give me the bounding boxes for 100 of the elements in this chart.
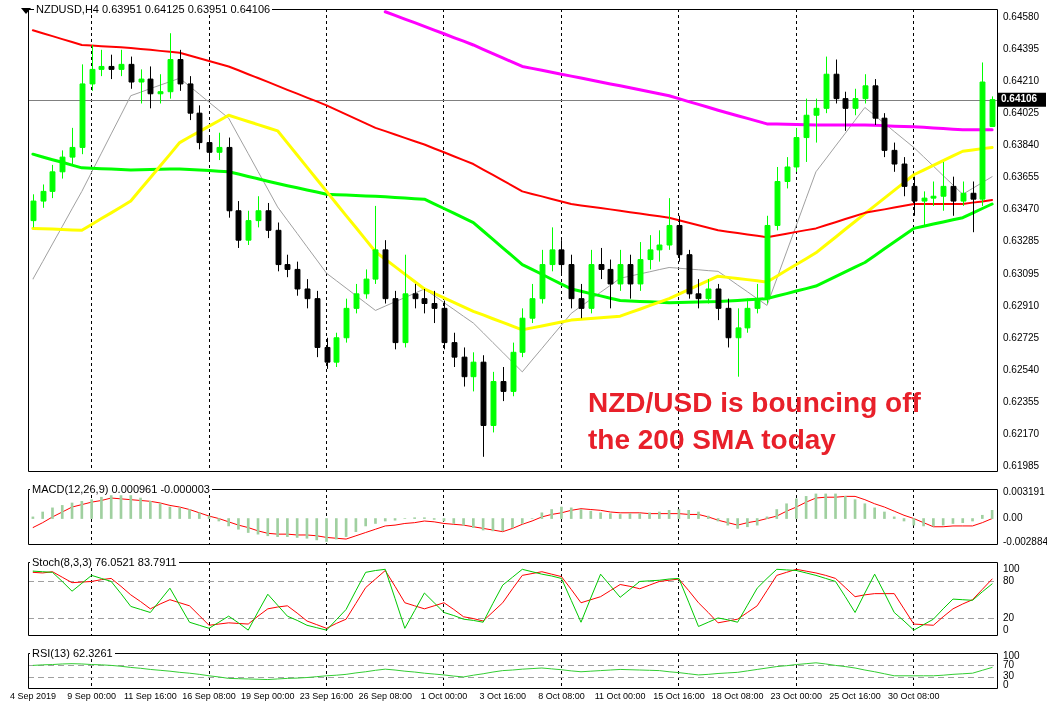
bar (824, 493, 828, 519)
y-tick-label: 0.61985 (1003, 460, 1040, 472)
annotation: NZD/USD is bouncing off the 200 SMA today (588, 386, 922, 457)
bar (599, 512, 602, 519)
bar (912, 518, 916, 526)
bar (501, 518, 505, 532)
bar (452, 518, 456, 524)
chart-title: NZDUSD,H4 0.63951 0.64125 0.63951 0.64106 (34, 3, 273, 15)
bar (785, 503, 788, 519)
bar (129, 495, 133, 519)
bar (550, 509, 553, 519)
y-tick-label: 0.62355 (1003, 396, 1040, 408)
bar (961, 518, 965, 523)
y-tick-label: 0.63655 (1003, 171, 1040, 183)
bar (980, 514, 984, 519)
bar (178, 507, 182, 519)
bar (706, 515, 710, 519)
bar (276, 518, 279, 537)
bar (393, 518, 397, 521)
bar (266, 518, 270, 537)
bar (315, 518, 319, 541)
bar (569, 507, 573, 519)
bar (892, 516, 896, 519)
bar (51, 507, 54, 519)
bar (736, 518, 739, 529)
x-tick-label: 15 Oct 16:00 (653, 691, 705, 702)
bar (873, 507, 876, 519)
y-tick-label: 80 (1003, 575, 1015, 587)
bar (237, 518, 240, 530)
bar (90, 499, 93, 519)
y-tick-label: 0.62725 (1003, 332, 1040, 344)
bar (609, 513, 612, 519)
bar (149, 500, 152, 519)
x-tick-label: 19 Sep 00:00 (241, 691, 295, 702)
y-tick-label: 0.63470 (1003, 203, 1040, 215)
bar (197, 512, 201, 519)
x-tick-label: 11 Oct 00:00 (594, 691, 646, 702)
x-tick-label: 18 Oct 08:00 (711, 691, 764, 702)
bar (687, 510, 691, 519)
y-tick-label: 100 (1003, 563, 1021, 575)
bar (246, 518, 250, 533)
bar (139, 497, 142, 519)
bar (334, 518, 338, 540)
x-tick-label: 9 Sep 00:00 (67, 691, 116, 702)
x-tick-label: 23 Sep 16:00 (299, 691, 354, 702)
bar (364, 518, 368, 527)
chart-title: MACD(12,26,9) 0.000961 -0.000003 (30, 483, 212, 495)
y-tick-label: 0.62170 (1003, 428, 1040, 440)
bar (922, 518, 925, 527)
bar (325, 518, 328, 542)
bar (834, 493, 837, 519)
y-tick-label: 0.64395 (1003, 43, 1040, 55)
bar (472, 518, 475, 528)
bar (883, 511, 886, 519)
x-tick-label: 8 Oct 08:00 (538, 691, 585, 702)
bar (657, 511, 661, 519)
ref-line-label: 0.64106 (1001, 93, 1038, 105)
y-tick-label: 30 (1003, 670, 1015, 682)
x-tick-label: 3 Oct 16:00 (479, 691, 526, 702)
x-tick-label: 23 Oct 00:00 (770, 691, 823, 702)
y-tick-label: 0.00 (1003, 512, 1023, 524)
bar (227, 518, 230, 527)
y-tick-label: 0 (1003, 623, 1009, 635)
bar (374, 518, 377, 524)
x-tick-label: 11 Sep 16:00 (123, 691, 177, 702)
bar (100, 496, 103, 519)
bar (775, 509, 779, 519)
y-tick-label: 0.62910 (1003, 300, 1040, 312)
y-tick-label: -0.002884 (1003, 535, 1047, 547)
y-tick-label: 20 (1003, 611, 1015, 623)
y-tick-label: 0.003191 (1003, 486, 1046, 498)
y-tick-label: 0.62540 (1003, 364, 1040, 376)
bar (971, 518, 974, 522)
bar (648, 512, 651, 519)
bar (843, 496, 847, 519)
bar (60, 505, 64, 519)
bar (286, 518, 289, 537)
bar (638, 513, 642, 519)
bar (755, 518, 759, 526)
x-tick-label: 4 Sep 2019 (9, 691, 56, 702)
bar (383, 518, 387, 522)
y-tick-label: 0 (1003, 679, 1009, 691)
chart-title: Stoch(8,3,3) 76.0521 83.7911 (30, 556, 179, 568)
x-tick-label: 30 Oct 08:00 (888, 691, 940, 702)
bar (560, 506, 563, 519)
bar (41, 511, 45, 519)
x-tick-label: 1 Oct 00:00 (420, 691, 468, 702)
bar (697, 511, 700, 519)
x-tick-label: 25 Oct 16:00 (829, 691, 881, 702)
y-tick-label: 0.64210 (1003, 75, 1040, 87)
y-tick-label: 0.63095 (1003, 268, 1040, 280)
y-tick-label: 0.64025 (1003, 107, 1040, 119)
y-tick-label: 0.63285 (1003, 235, 1040, 247)
chart-title: RSI(13) 62.3261 (30, 647, 115, 659)
x-tick-label: 26 Sep 08:00 (358, 691, 413, 702)
bar (511, 518, 514, 528)
bar (109, 495, 113, 519)
bar (795, 498, 798, 519)
bar (188, 509, 191, 519)
bar (462, 518, 465, 526)
